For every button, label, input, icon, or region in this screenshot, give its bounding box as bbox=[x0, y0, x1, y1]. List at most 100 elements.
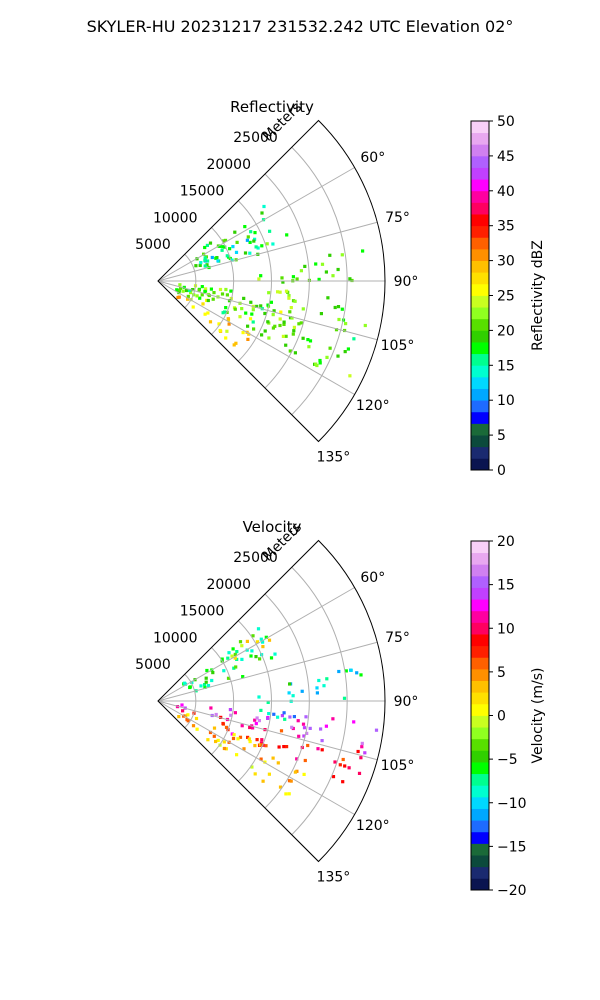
colorbar-tick-label: 35 bbox=[497, 219, 515, 235]
colorbar-swatch bbox=[471, 692, 489, 705]
echo-region bbox=[257, 274, 291, 300]
colorbar-swatch bbox=[471, 202, 489, 215]
colorbar-swatch bbox=[471, 121, 489, 134]
azimuth-tick-label: 105° bbox=[381, 758, 415, 774]
sector-frame bbox=[157, 119, 386, 443]
echo-region bbox=[257, 694, 296, 721]
colorbar-tick-label: 0 bbox=[497, 463, 506, 479]
colorbar-swatch bbox=[471, 785, 489, 798]
azimuth-spoke bbox=[157, 280, 378, 341]
colorbar-swatch bbox=[471, 773, 489, 786]
colorbar-tick-label: −15 bbox=[497, 839, 527, 855]
radial-tick-label: 15000 bbox=[180, 184, 225, 200]
colorbar-swatch bbox=[471, 599, 489, 612]
colorbar-swatch bbox=[471, 738, 489, 751]
colorbar-label: Velocity (m/s) bbox=[530, 668, 546, 764]
colorbar-tick-label: 5 bbox=[497, 665, 506, 681]
azimuth-tick-label: 135° bbox=[317, 449, 351, 465]
colorbar-swatch bbox=[471, 587, 489, 600]
colorbar-swatch bbox=[471, 610, 489, 623]
azimuth-spoke bbox=[157, 700, 378, 761]
azimuth-tick-label: 60° bbox=[360, 150, 385, 166]
colorbar-swatch bbox=[471, 541, 489, 554]
colorbar-swatch bbox=[471, 866, 489, 879]
colorbar-swatch bbox=[471, 458, 489, 471]
azimuth-spoke bbox=[157, 641, 378, 702]
colorbar-swatch bbox=[471, 564, 489, 577]
colorbar-swatch bbox=[471, 435, 489, 448]
polar-grid bbox=[157, 566, 385, 862]
colorbar-swatch bbox=[471, 668, 489, 681]
colorbar-tick-label: 45 bbox=[497, 149, 515, 165]
colorbar-swatch bbox=[471, 622, 489, 635]
colorbar-swatch bbox=[471, 388, 489, 401]
radial-tick-label: 10000 bbox=[153, 631, 198, 647]
radial-tick-label: 5000 bbox=[135, 237, 171, 253]
colorbar-swatch bbox=[471, 318, 489, 331]
colorbar-swatch bbox=[471, 727, 489, 740]
colorbar-swatch bbox=[471, 330, 489, 343]
echo-region bbox=[287, 668, 363, 703]
colorbar-tick-label: −20 bbox=[497, 883, 527, 899]
sector-frame bbox=[157, 539, 386, 863]
radial-tick-label: 10000 bbox=[153, 211, 198, 227]
azimuth-spoke bbox=[157, 167, 355, 282]
colorbar-swatch bbox=[471, 190, 489, 203]
colorbar-swatch bbox=[471, 155, 489, 168]
colorbar-swatch bbox=[471, 144, 489, 157]
colorbar-swatch bbox=[471, 878, 489, 891]
azimuth-tick-label: 90° bbox=[394, 274, 419, 290]
colorbar-swatch bbox=[471, 552, 489, 565]
colorbar-swatch bbox=[471, 423, 489, 436]
colorbar: 0 5 10 15 20 25 30 35 40 45 50 Reflectivity dBZ bbox=[470, 114, 546, 479]
colorbar-tick-label: 15 bbox=[497, 578, 515, 594]
radial-tick-label: 5000 bbox=[135, 657, 171, 673]
colorbar-swatch bbox=[471, 634, 489, 647]
colorbar-swatch bbox=[471, 342, 489, 355]
panel-title: Reflectivity bbox=[230, 98, 314, 116]
radar-panel-reflectivity: Reflectivity500010000150002000025000Mete… bbox=[135, 98, 546, 479]
colorbar-tick-label: 50 bbox=[497, 114, 515, 130]
colorbar-swatch bbox=[471, 645, 489, 658]
colorbar-swatch bbox=[471, 283, 489, 296]
azimuth-tick-label: 75° bbox=[385, 210, 410, 226]
colorbar-swatch bbox=[471, 762, 489, 775]
colorbar-swatch bbox=[471, 831, 489, 844]
colorbar-swatch bbox=[471, 796, 489, 809]
colorbar-swatch bbox=[471, 703, 489, 716]
colorbar-tick-label: 10 bbox=[497, 393, 515, 409]
colorbar-swatch bbox=[471, 750, 489, 763]
echo-region bbox=[181, 288, 305, 329]
azimuth-spoke bbox=[157, 700, 355, 815]
azimuth-tick-label: 120° bbox=[356, 818, 390, 834]
colorbar-swatch bbox=[471, 680, 489, 693]
colorbar-tick-label: −10 bbox=[497, 796, 527, 812]
azimuth-tick-label: 105° bbox=[381, 338, 415, 354]
azimuth-tick-label: 135° bbox=[317, 869, 351, 885]
echo-region bbox=[230, 638, 272, 660]
colorbar-swatch bbox=[471, 307, 489, 320]
colorbar-tick-label: 30 bbox=[497, 254, 515, 270]
colorbar-tick-label: 0 bbox=[497, 709, 506, 725]
echo-region bbox=[181, 709, 363, 784]
radar-panels: Reflectivity500010000150002000025000Mete… bbox=[135, 98, 546, 899]
radar-panel-velocity: Velocity500010000150002000025000Meters60… bbox=[135, 518, 546, 899]
echo-region bbox=[175, 283, 367, 378]
colorbar-swatch bbox=[471, 248, 489, 261]
colorbar-tick-label: 10 bbox=[497, 621, 515, 637]
colorbar: −20 −15 −10 −5 0 5 10 15 20 Velocity (m/s) bbox=[470, 534, 546, 899]
colorbar-swatch bbox=[471, 132, 489, 145]
colorbar-tick-label: −5 bbox=[497, 752, 518, 768]
colorbar-swatch bbox=[471, 400, 489, 413]
azimuth-spoke bbox=[157, 221, 378, 282]
colorbar-tick-label: 20 bbox=[497, 534, 515, 550]
azimuth-spoke bbox=[157, 280, 355, 395]
echo-region bbox=[199, 238, 249, 265]
colorbar-swatch bbox=[471, 272, 489, 285]
colorbar-swatch bbox=[471, 575, 489, 588]
colorbar-swatch bbox=[471, 365, 489, 378]
radial-tick-label: 25000 bbox=[233, 130, 278, 146]
colorbar-swatch bbox=[471, 167, 489, 180]
panel-title: Velocity bbox=[243, 518, 302, 536]
